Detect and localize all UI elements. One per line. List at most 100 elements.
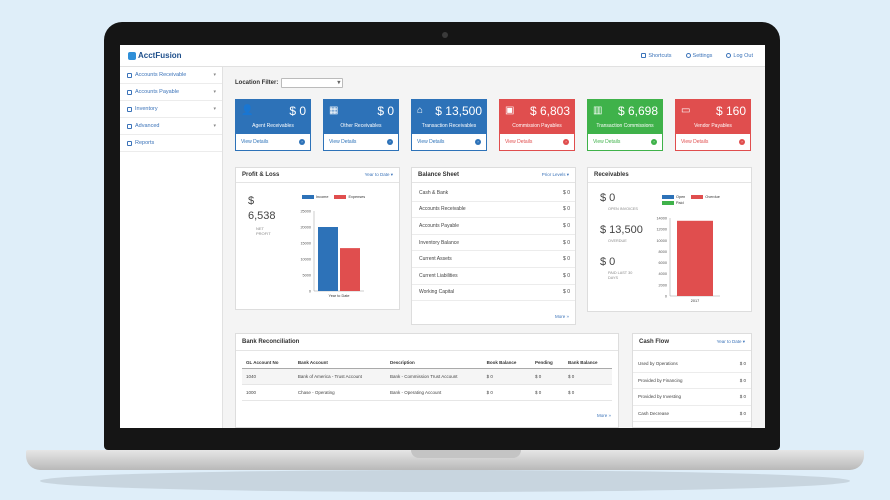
period-dropdown[interactable]: Prior Levels ▾	[541, 172, 569, 177]
tile-other-receivables[interactable]: ▦ $ 0 Other Receivables View Details ›	[323, 99, 399, 151]
location-filter: Location Filter:	[235, 78, 344, 88]
more-link[interactable]: More »	[554, 314, 569, 319]
legend-item: Paid	[662, 201, 684, 205]
tile-view-details[interactable]: View Details ›	[675, 133, 751, 151]
tile-view-details[interactable]: View Details ›	[411, 133, 487, 151]
chevron-down-icon: ▾	[213, 123, 216, 129]
main-content: Location Filter: 👤 $ 0 Agent Receivables V…	[230, 67, 760, 428]
legend-item: Open	[662, 195, 685, 199]
y-tick-label: 12000	[656, 228, 667, 232]
open-invoices-value: $ 0	[600, 192, 616, 204]
net-profit-value: 6,538	[248, 210, 276, 222]
location-filter-label: Location Filter:	[235, 80, 279, 86]
panel-header: Cash Flow Year to Date ▾	[633, 334, 751, 351]
balance-sheet-panel: Balance Sheet Prior Levels ▾ Cash & Bank $…	[411, 167, 576, 325]
list-item: Provided by Investing $ 0	[633, 389, 751, 406]
tile-header: ▥ $ 6,698 Transaction Commissions	[587, 99, 663, 133]
tile-transaction-receivables[interactable]: ⌂ $ 13,500 Transaction Receivables View De…	[411, 99, 487, 151]
tile-view-details[interactable]: View Details ›	[499, 133, 575, 151]
table-cell: Bank of America - Trust Account	[293, 368, 387, 385]
overdue-value: $ 13,500	[600, 224, 643, 236]
tile-amount: $ 13,500	[435, 104, 482, 118]
y-tick-label: 10000	[300, 258, 311, 262]
panel-header: Profit & Loss Year to Date ▾	[236, 168, 399, 183]
tile-view-details[interactable]: View Details ›	[235, 133, 311, 151]
table-row[interactable]: 1000 Chase - Operating Bank - Operating …	[242, 384, 612, 401]
tile-view-details[interactable]: View Details ›	[323, 133, 399, 151]
column-header[interactable]: Bank Balance	[563, 357, 612, 369]
bar-income	[318, 227, 338, 291]
column-header[interactable]: Pending	[531, 357, 564, 369]
open-invoices-caption: OPEN INVOICES	[608, 207, 638, 211]
camera-dot	[442, 32, 448, 38]
tile-transaction-commissions[interactable]: ▥ $ 6,698 Transaction Commissions View Det…	[587, 99, 663, 151]
y-tick-label: 5000	[303, 274, 311, 278]
table-cell: 1000	[242, 384, 294, 401]
arrow-right-icon: ›	[563, 139, 569, 145]
tile-label: Transaction Receivables	[421, 123, 477, 129]
arrow-right-icon: ›	[651, 139, 657, 145]
top-nav: Shortcuts Settings Log Out	[641, 53, 753, 59]
chevron-down-icon: ▾	[213, 72, 216, 78]
shortcuts-icon	[641, 53, 647, 58]
y-tick-label: 10000	[656, 239, 667, 243]
tile-view-details[interactable]: View Details ›	[587, 133, 663, 151]
table-cell: Bank - Commission Trust Account	[386, 368, 483, 385]
table-cell: Chase - Operating	[293, 384, 387, 401]
x-tick-label: 2017	[691, 299, 699, 303]
summary-tiles: 👤 $ 0 Agent Receivables View Details › ▦ $ 0…	[235, 99, 752, 155]
sidebar-item-accounts-payable[interactable]: Accounts Payable ▾	[120, 84, 222, 101]
document-icon	[127, 123, 132, 129]
sidebar-item-accounts-receivable[interactable]: Accounts Receivable ▾	[120, 67, 222, 84]
tile-header: ▦ $ 0 Other Receivables	[323, 99, 399, 133]
table-cell: $ 0	[563, 368, 612, 385]
y-tick-label: 8000	[659, 250, 667, 254]
period-dropdown[interactable]: Year to Date ▾	[364, 172, 393, 177]
legend-swatch	[691, 195, 704, 199]
legend-swatch	[334, 195, 347, 199]
app-logo[interactable]: AcctFusion	[128, 51, 182, 60]
list-item: Current Assets $ 0	[412, 251, 575, 268]
app-screen: AcctFusion Shortcuts Settings Log Out Ac…	[120, 45, 765, 428]
net-profit-caption: NET PROFIT	[256, 226, 271, 236]
tile-agent-receivables[interactable]: 👤 $ 0 Agent Receivables View Details ›	[235, 99, 311, 151]
list-item: Current Liabilities $ 0	[412, 268, 575, 285]
legend-swatch	[662, 201, 674, 205]
column-header[interactable]: Description	[386, 357, 483, 369]
tile-vendor-payables[interactable]: ▭ $ 160 Vendor Payables View Details ›	[675, 99, 751, 151]
column-header[interactable]: Book Balance	[482, 357, 531, 369]
tile-header: ⌂ $ 13,500 Transaction Receivables	[411, 99, 487, 133]
grid-icon: ▦	[329, 105, 339, 116]
tile-commission-payables[interactable]: ▣ $ 6,803 Commission Payables View Details…	[499, 99, 575, 151]
topnav-shortcuts[interactable]: Shortcuts	[641, 53, 672, 59]
reports-icon	[127, 140, 132, 146]
table-row[interactable]: 1040 Bank of America - Trust Account Ban…	[242, 368, 612, 385]
topnav-settings[interactable]: Settings	[685, 53, 712, 59]
building-icon	[127, 89, 132, 95]
y-tick-label: 20000	[300, 226, 311, 230]
table-wrapper: GL Account No Bank Account Description B…	[236, 351, 618, 401]
sidebar-item-advanced[interactable]: Advanced ▾	[120, 118, 222, 135]
more-link[interactable]: More »	[596, 413, 611, 418]
period-dropdown[interactable]: Year to Date ▾	[716, 339, 745, 344]
paid-value: $ 0	[600, 256, 616, 268]
sidebar-item-inventory[interactable]: Inventory ▾	[120, 101, 222, 118]
sidebar: Accounts Receivable ▾ Accounts Payable ▾ I…	[120, 67, 223, 428]
sidebar-item-reports[interactable]: Reports	[120, 135, 222, 152]
chevron-down-icon: ▾	[213, 106, 216, 112]
location-filter-select[interactable]	[281, 78, 344, 88]
box-icon	[127, 106, 132, 112]
tile-label: Vendor Payables	[694, 123, 732, 129]
table-cell: $ 0	[563, 384, 612, 401]
home-icon: ⌂	[417, 105, 424, 116]
legend-item: Expenses	[334, 195, 365, 199]
topnav-logout[interactable]: Log Out	[726, 53, 753, 59]
tile-amount: $ 0	[377, 104, 394, 118]
chevron-down-icon: ▾	[213, 89, 216, 95]
table-cell: $ 0	[531, 368, 564, 385]
column-header[interactable]: Bank Account	[293, 357, 387, 369]
tile-label: Commission Payables	[512, 123, 562, 129]
column-header[interactable]: GL Account No	[242, 357, 294, 369]
legend-swatch	[302, 195, 314, 199]
overdue-caption: OVERDUE	[608, 239, 627, 243]
